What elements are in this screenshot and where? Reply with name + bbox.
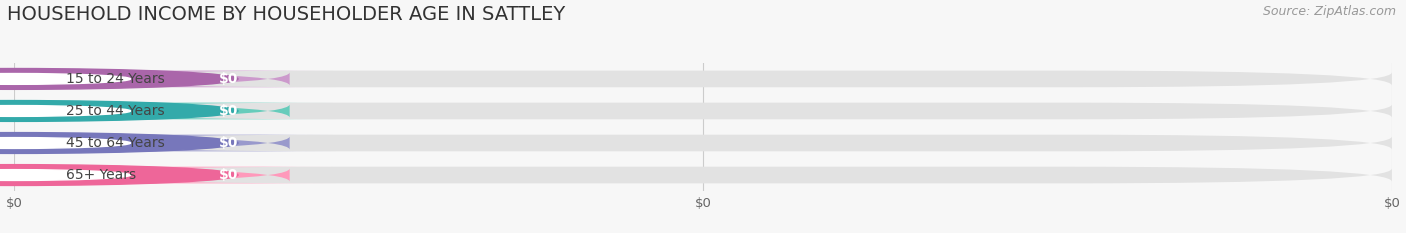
Text: HOUSEHOLD INCOME BY HOUSEHOLDER AGE IN SATTLEY: HOUSEHOLD INCOME BY HOUSEHOLDER AGE IN S… xyxy=(7,5,565,24)
FancyBboxPatch shape xyxy=(14,135,1392,151)
Circle shape xyxy=(0,133,238,153)
FancyBboxPatch shape xyxy=(0,135,336,151)
FancyBboxPatch shape xyxy=(14,167,1392,183)
Circle shape xyxy=(0,69,238,89)
Text: 45 to 64 Years: 45 to 64 Years xyxy=(66,136,165,150)
Circle shape xyxy=(0,74,131,84)
Text: Source: ZipAtlas.com: Source: ZipAtlas.com xyxy=(1263,5,1396,18)
Text: 65+ Years: 65+ Years xyxy=(66,168,136,182)
Text: $0: $0 xyxy=(219,136,239,150)
Circle shape xyxy=(0,138,131,148)
Circle shape xyxy=(0,101,238,121)
Circle shape xyxy=(0,165,238,185)
Text: 15 to 24 Years: 15 to 24 Years xyxy=(66,72,165,86)
Circle shape xyxy=(0,170,131,180)
Text: 25 to 44 Years: 25 to 44 Years xyxy=(66,104,165,118)
Circle shape xyxy=(0,106,131,116)
FancyBboxPatch shape xyxy=(0,167,336,183)
FancyBboxPatch shape xyxy=(0,71,336,87)
Text: $0: $0 xyxy=(219,104,239,118)
FancyBboxPatch shape xyxy=(0,103,336,119)
Text: $0: $0 xyxy=(219,72,239,86)
FancyBboxPatch shape xyxy=(14,103,1392,119)
Text: $0: $0 xyxy=(219,168,239,182)
FancyBboxPatch shape xyxy=(14,71,1392,87)
